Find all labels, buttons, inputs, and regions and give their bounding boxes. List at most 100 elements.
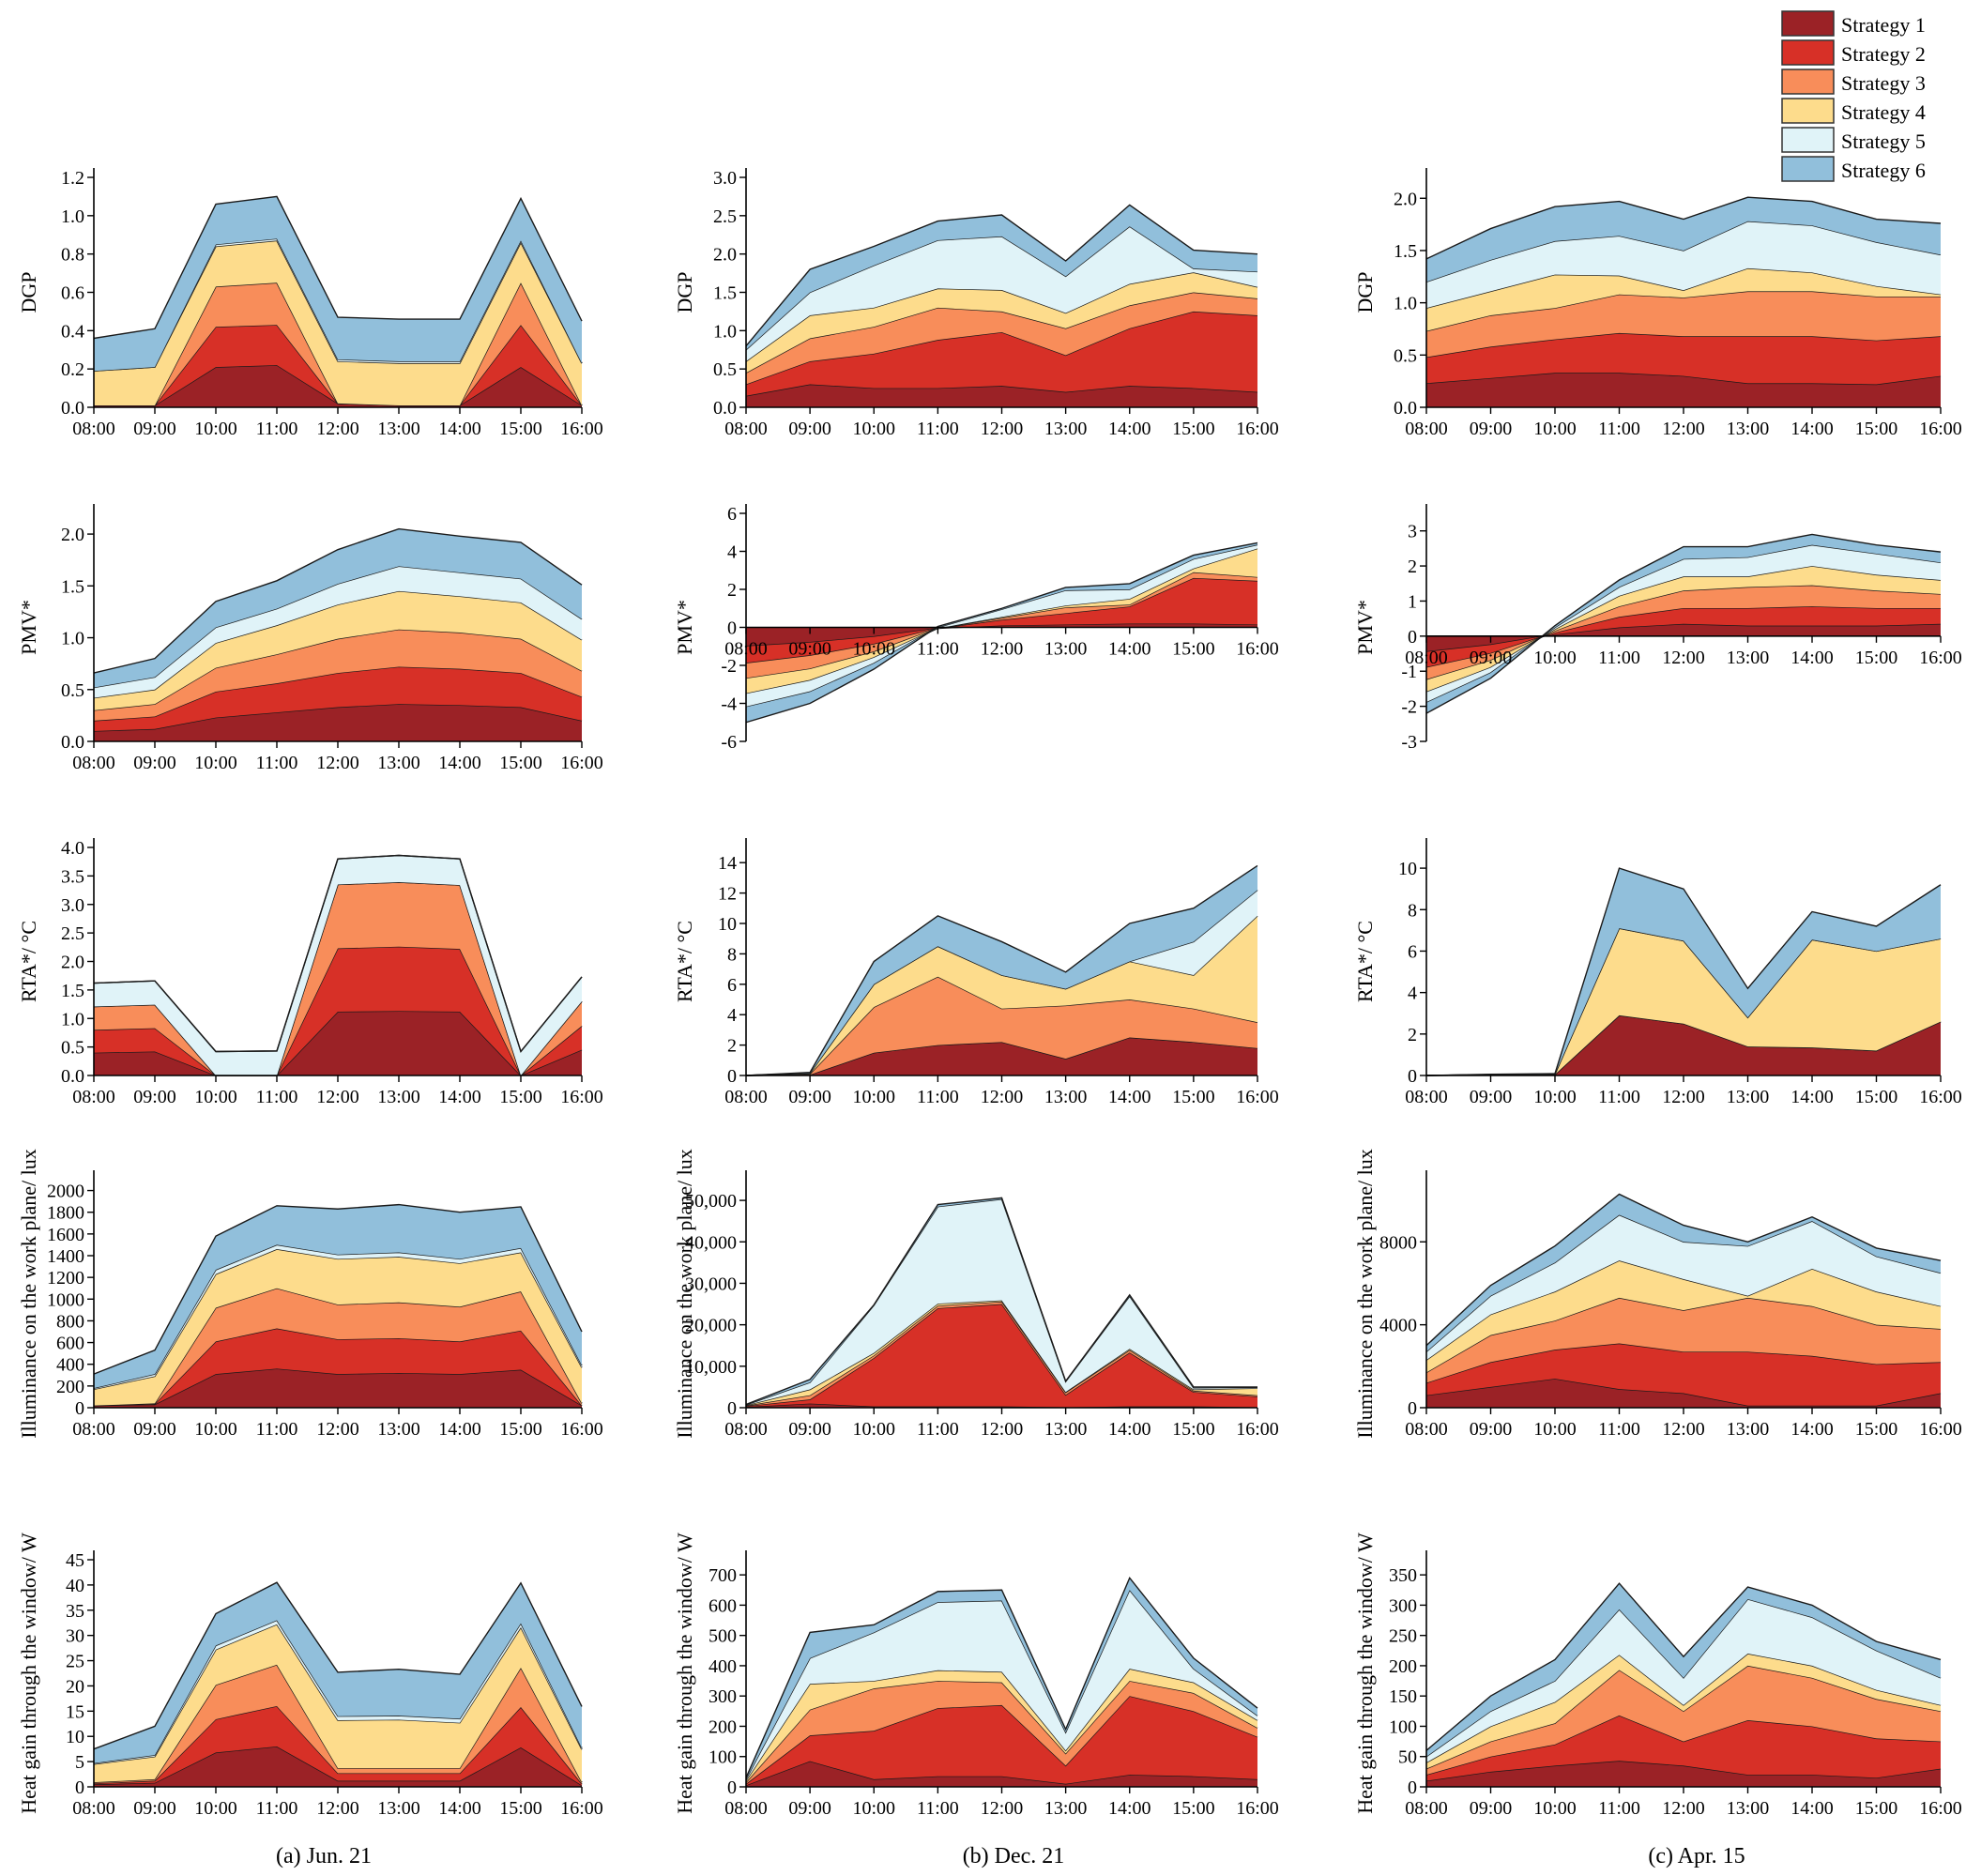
area-a-dgp-strategy-4 (94, 240, 582, 405)
xtick-label-a-dgp-6: 14:00 (438, 419, 481, 439)
xtick-label-a-pmv-3: 11:00 (256, 753, 298, 773)
area-a-dgp-strategy-1 (94, 365, 582, 407)
xtick-label-a-dgp-2: 10:00 (194, 419, 237, 439)
ytick-label-b-rta-6: 12 (718, 884, 737, 905)
xtick-label-c-heat-7: 15:00 (1855, 1798, 1898, 1819)
area-a-ill-strategy-2 (94, 1328, 582, 1406)
ytick-label-b-ill-0: 0 (727, 1398, 737, 1419)
xtick-label-a-rta-1: 09:00 (133, 1087, 176, 1107)
ytick-label-c-pmv-1: -2 (1401, 697, 1417, 718)
ylabel-a-pmv: PMV* (17, 600, 40, 655)
ylabel-a-ill: Illuminance on the work plane/ lux (17, 1149, 40, 1439)
legend-label-strategy-4: Strategy 4 (1841, 100, 1926, 124)
xtick-label-b-dgp-8: 16:00 (1236, 419, 1279, 439)
ytick-label-c-pmv-4: 1 (1408, 591, 1417, 612)
ytick-label-b-pmv-5: 4 (727, 542, 737, 563)
xtick-label-b-pmv-4: 12:00 (981, 639, 1024, 660)
xtick-label-c-dgp-8: 16:00 (1919, 419, 1962, 439)
xtick-label-a-heat-4: 12:00 (316, 1798, 359, 1819)
legend-item-strategy-3: Strategy 3 (1781, 69, 1926, 95)
xtick-label-c-heat-6: 14:00 (1791, 1798, 1834, 1819)
xtick-label-a-ill-1: 09:00 (133, 1419, 176, 1440)
xtick-label-c-ill-8: 16:00 (1919, 1419, 1962, 1440)
area-a-dgp-strategy-6 (94, 196, 582, 372)
xtick-label-b-rta-7: 15:00 (1172, 1087, 1215, 1107)
ytick-label-a-pmv-3: 1.5 (61, 576, 84, 597)
ytick-label-b-pmv-6: 6 (727, 504, 737, 525)
xtick-label-b-heat-6: 14:00 (1108, 1798, 1151, 1819)
area-a-rta-strategy-2 (94, 946, 582, 1075)
area-c-heat-strategy-5 (1426, 1598, 1941, 1763)
xtick-label-c-dgp-5: 13:00 (1727, 419, 1770, 439)
area-a-heat-strategy-5 (94, 1620, 582, 1764)
xtick-label-a-heat-8: 16:00 (560, 1798, 603, 1819)
xtick-label-c-pmv-4: 12:00 (1662, 648, 1705, 668)
xtick-label-a-pmv-0: 08:00 (72, 753, 115, 773)
ytick-label-a-dgp-6: 1.2 (61, 168, 84, 189)
chart-a-rta: 0.0 0.5 1.0 1.5 2.0 2.5 3.0 3.5 4.0 08:00 09:00 10:… (17, 838, 603, 1107)
xtick-label-c-pmv-7: 15:00 (1855, 648, 1898, 668)
area-c-ill-strategy-5 (1426, 1214, 1941, 1361)
xtick-label-b-ill-7: 15:00 (1172, 1419, 1215, 1440)
ylabel-b-ill: Illuminance on the work plane/ lux (673, 1149, 696, 1439)
area-a-pmv-strategy-3 (94, 629, 582, 721)
ytick-label-a-pmv-0: 0.0 (61, 732, 84, 753)
area-a-rta-strategy-5 (94, 855, 582, 1075)
ytick-label-a-heat-4: 20 (66, 1676, 84, 1697)
ylabel-b-pmv: PMV* (673, 600, 696, 655)
chart-b-ill: 0 10,000 20,000 30,000 40,000 50,000 08:00 09:0… (673, 1149, 1279, 1440)
caption-apr-15: (c) Apr. 15 (1648, 1844, 1745, 1868)
xtick-label-a-ill-7: 15:00 (499, 1419, 542, 1440)
legend-swatch-strategy-2 (1781, 39, 1835, 66)
xtick-label-b-rta-0: 08:00 (724, 1087, 768, 1107)
xtick-label-a-dgp-1: 09:00 (133, 419, 176, 439)
xtick-label-c-ill-5: 13:00 (1727, 1419, 1770, 1440)
xtick-label-b-rta-2: 10:00 (852, 1087, 895, 1107)
xtick-label-b-dgp-6: 14:00 (1108, 419, 1151, 439)
legend-label-strategy-1: Strategy 1 (1841, 13, 1926, 37)
xtick-label-c-pmv-0: 08:00 (1405, 648, 1448, 668)
xtick-label-c-rta-3: 11:00 (1598, 1087, 1640, 1107)
ytick-label-a-heat-3: 15 (66, 1701, 84, 1722)
xtick-label-c-dgp-0: 08:00 (1405, 419, 1448, 439)
ytick-label-a-heat-6: 30 (66, 1626, 84, 1647)
area-a-ill-strategy-6 (94, 1204, 582, 1389)
xtick-label-b-pmv-8: 16:00 (1236, 639, 1279, 660)
area-a-ill-strategy-4 (94, 1249, 582, 1406)
ytick-label-b-rta-0: 0 (727, 1066, 737, 1087)
xtick-label-a-pmv-1: 09:00 (133, 753, 176, 773)
line-b-ill-strategy-6 (745, 1197, 1257, 1406)
xtick-label-c-dgp-2: 10:00 (1533, 419, 1577, 439)
xtick-label-b-dgp-5: 13:00 (1044, 419, 1088, 439)
ytick-label-c-rta-0: 0 (1408, 1066, 1417, 1087)
xtick-label-a-rta-3: 11:00 (256, 1087, 298, 1107)
ytick-label-a-heat-7: 35 (66, 1601, 84, 1622)
ytick-label-a-ill-0: 0 (75, 1398, 84, 1419)
ytick-label-a-ill-2: 400 (56, 1355, 84, 1376)
area-a-ill-strategy-1 (94, 1368, 582, 1408)
ytick-label-c-heat-4: 200 (1389, 1656, 1417, 1677)
xtick-label-c-dgp-7: 15:00 (1855, 419, 1898, 439)
xtick-label-b-heat-3: 11:00 (917, 1798, 959, 1819)
xtick-label-a-heat-0: 08:00 (72, 1798, 115, 1819)
ytick-label-c-dgp-0: 0.0 (1394, 398, 1417, 419)
ylabel-c-pmv: PMV* (1353, 600, 1377, 655)
xtick-label-c-ill-4: 12:00 (1662, 1419, 1705, 1440)
ytick-label-c-dgp-2: 1.0 (1394, 294, 1417, 314)
xtick-label-b-rta-3: 11:00 (917, 1087, 959, 1107)
ytick-label-b-ill-3: 30,000 (685, 1274, 737, 1294)
ytick-label-a-rta-3: 1.5 (61, 981, 84, 1001)
line-c-pmv-strategy-1 (1425, 623, 1942, 653)
ytick-label-b-heat-6: 600 (709, 1595, 737, 1616)
ytick-label-c-rta-5: 10 (1398, 859, 1417, 879)
xtick-label-c-rta-5: 13:00 (1727, 1087, 1770, 1107)
xtick-label-c-dgp-6: 14:00 (1791, 419, 1834, 439)
ylabel-c-ill: Illuminance on the work plane/ lux (1353, 1149, 1377, 1439)
ytick-label-b-heat-4: 400 (709, 1656, 737, 1677)
ytick-label-a-pmv-2: 1.0 (61, 629, 84, 649)
xtick-label-b-heat-7: 15:00 (1172, 1798, 1215, 1819)
area-b-dgp-strategy-2 (746, 311, 1257, 396)
xtick-label-a-pmv-4: 12:00 (316, 753, 359, 773)
xtick-label-c-rta-1: 09:00 (1470, 1087, 1513, 1107)
